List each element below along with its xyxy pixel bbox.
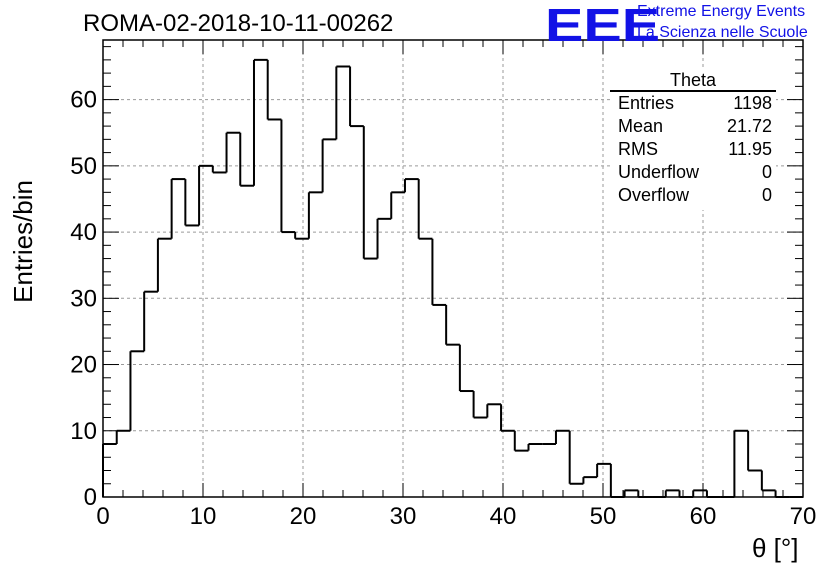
stats-box: Theta Entries 1198 Mean 21.72 RMS 11.95 … (610, 70, 776, 210)
x-tick-label: 0 (96, 503, 109, 530)
stats-row-rms: RMS 11.95 (618, 139, 772, 161)
x-tick-label: 70 (790, 503, 817, 530)
stats-divider (610, 90, 776, 92)
stats-value: 1198 (733, 93, 772, 113)
x-tick-label: 30 (390, 503, 417, 530)
stats-key: Overflow (618, 185, 690, 205)
y-tick-label: 60 (70, 87, 97, 114)
y-tick-label: 10 (70, 418, 97, 445)
y-tick-label: 0 (84, 484, 97, 511)
x-axis-label: θ [°] (752, 533, 799, 563)
stats-row-mean: Mean 21.72 (618, 116, 772, 138)
histogram-series (102, 58, 803, 498)
stats-value: 11.95 (728, 139, 772, 159)
eee-logo: EEE Extreme Energy Events La Scienza nel… (540, 0, 836, 51)
y-axis-label: Entries/bin (8, 180, 38, 303)
plot-frame (102, 39, 804, 498)
logo-letters: EEE (545, 0, 661, 51)
x-tick-label: 20 (290, 503, 317, 530)
stats-row-overflow: Overflow 0 (618, 185, 772, 207)
stats-value: 21.72 (726, 116, 772, 136)
axis-ticks (102, 40, 804, 498)
logo-line-1: Extreme Energy Events (637, 3, 806, 20)
plot-title: ROMA-02-2018-10-11-00262 (83, 10, 394, 37)
stats-value: 0 (761, 162, 772, 182)
stats-row-entries: Entries 1198 (618, 93, 772, 115)
stats-title: Theta (669, 70, 717, 90)
y-tick-label: 40 (70, 219, 97, 246)
y-tick-label: 30 (70, 285, 97, 312)
tick-labels: 0 10 20 30 40 50 60 70 0 10 20 30 40 50 60 (70, 87, 816, 530)
stats-key: Mean (618, 116, 664, 136)
x-tick-label: 10 (190, 503, 217, 530)
plot-frame-rect (102, 39, 804, 498)
stats-row-underflow: Underflow 0 (618, 162, 772, 184)
stats-key: RMS (618, 139, 658, 159)
stats-key: Underflow (618, 162, 700, 182)
x-tick-label: 50 (590, 503, 617, 530)
stats-key: Entries (618, 93, 675, 113)
y-tick-label: 50 (70, 153, 97, 180)
y-tick-label: 20 (70, 352, 97, 379)
x-tick-label: 40 (490, 503, 517, 530)
x-tick-label: 60 (690, 503, 717, 530)
logo-line-2: La Scienza nelle Scuole (637, 24, 808, 41)
stats-value: 0 (761, 185, 772, 205)
